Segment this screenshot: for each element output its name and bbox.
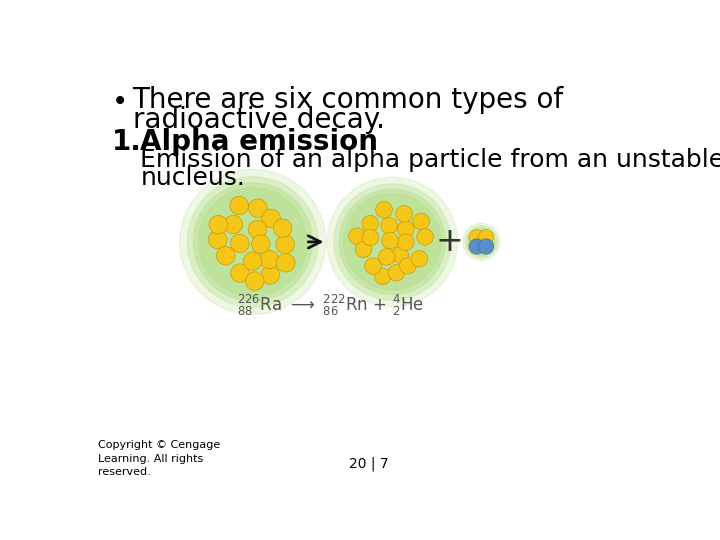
Circle shape <box>230 196 248 215</box>
Circle shape <box>248 220 267 239</box>
Circle shape <box>262 209 281 227</box>
Ellipse shape <box>465 226 498 258</box>
Circle shape <box>382 232 398 249</box>
Circle shape <box>355 241 372 258</box>
Ellipse shape <box>187 177 318 307</box>
Text: Alpha emission: Alpha emission <box>140 128 379 156</box>
Circle shape <box>348 228 365 245</box>
Ellipse shape <box>198 188 307 296</box>
Circle shape <box>379 249 395 265</box>
Circle shape <box>400 258 416 274</box>
Circle shape <box>413 213 429 230</box>
Circle shape <box>276 253 295 272</box>
Circle shape <box>251 235 270 253</box>
Circle shape <box>365 258 382 274</box>
Ellipse shape <box>193 183 312 301</box>
Ellipse shape <box>180 170 325 314</box>
Text: +: + <box>436 225 464 259</box>
Circle shape <box>397 221 414 237</box>
Circle shape <box>397 234 414 251</box>
Ellipse shape <box>468 228 495 255</box>
Circle shape <box>274 219 292 238</box>
Circle shape <box>243 252 262 271</box>
Circle shape <box>217 246 235 265</box>
Circle shape <box>246 272 264 291</box>
Text: 20 | 7: 20 | 7 <box>349 457 389 471</box>
Text: radioactive decay.: radioactive decay. <box>132 106 384 134</box>
Circle shape <box>469 239 485 254</box>
Circle shape <box>478 239 494 254</box>
Circle shape <box>276 235 294 254</box>
Text: $^{226}_{88}$Ra $\longrightarrow$ $^{222}_{86}$Rn + $^{4}_{2}$He: $^{226}_{88}$Ra $\longrightarrow$ $^{222… <box>237 293 423 318</box>
Text: Copyright © Cengage
Learning. All rights
reserved.: Copyright © Cengage Learning. All rights… <box>98 440 220 477</box>
Circle shape <box>260 250 279 269</box>
Ellipse shape <box>463 224 500 260</box>
Circle shape <box>396 206 413 222</box>
Text: 1.: 1. <box>112 128 142 156</box>
Text: There are six common types of: There are six common types of <box>132 86 564 114</box>
Circle shape <box>230 264 249 282</box>
Circle shape <box>230 234 249 253</box>
Circle shape <box>374 268 391 285</box>
Circle shape <box>362 229 379 246</box>
Circle shape <box>376 201 392 218</box>
Circle shape <box>362 215 379 232</box>
Circle shape <box>261 266 279 284</box>
Circle shape <box>381 218 397 234</box>
Circle shape <box>478 230 494 245</box>
Circle shape <box>392 247 408 263</box>
Circle shape <box>388 265 405 281</box>
Circle shape <box>417 229 433 245</box>
Circle shape <box>411 251 428 267</box>
Text: Emission of an alpha particle from an unstable: Emission of an alpha particle from an un… <box>140 148 720 172</box>
Ellipse shape <box>334 184 451 300</box>
Ellipse shape <box>339 189 445 295</box>
Ellipse shape <box>327 177 457 307</box>
Circle shape <box>248 199 267 218</box>
Text: nucleus.: nucleus. <box>140 166 246 191</box>
Circle shape <box>469 230 485 245</box>
Circle shape <box>209 230 227 249</box>
Circle shape <box>209 215 228 234</box>
Text: •: • <box>112 88 128 116</box>
Ellipse shape <box>343 194 441 290</box>
Circle shape <box>224 215 243 234</box>
